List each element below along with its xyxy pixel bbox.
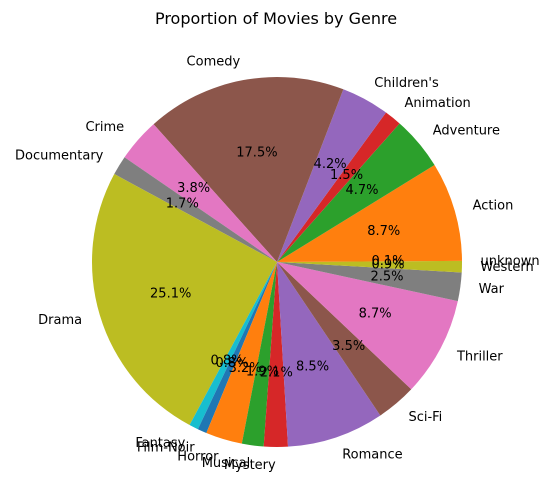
slice-sci-fi — [277, 262, 412, 416]
slice-adventure — [277, 123, 435, 262]
label-comedy: Comedy — [187, 54, 241, 69]
label-documentary: Documentary — [15, 148, 104, 163]
label-sci-fi: Sci-Fi — [408, 410, 442, 425]
pct-thriller: 8.7% — [359, 306, 392, 321]
slice-comedy — [153, 77, 344, 262]
slice-action — [277, 165, 462, 262]
label-action: Action — [473, 198, 514, 213]
slice-musical — [241, 262, 277, 447]
pct-film-noir: 0.8% — [216, 356, 249, 371]
pct-drama: 25.1% — [150, 286, 191, 301]
slice-mystery — [263, 262, 289, 447]
label-children-s: Children's — [374, 76, 439, 91]
label-war: War — [479, 282, 505, 297]
pct-animation: 1.5% — [330, 168, 363, 183]
pct-mystery: 2.1% — [260, 366, 293, 381]
pct-fantasy: 0.8% — [210, 354, 243, 369]
slice-thriller — [277, 262, 458, 390]
pct-documentary: 1.7% — [166, 197, 199, 212]
label-unknown: unknown — [481, 254, 540, 269]
slice-children-s — [277, 89, 387, 262]
pct-children-s: 4.2% — [314, 157, 347, 172]
label-crime: Crime — [85, 120, 124, 135]
slice-western — [277, 262, 463, 273]
label-fantasy: Fantasy — [135, 436, 185, 451]
pct-adventure: 4.7% — [345, 183, 378, 198]
label-romance: Romance — [342, 447, 402, 462]
label-mystery: Mystery — [224, 458, 276, 473]
pct-comedy: 17.5% — [236, 145, 277, 160]
pct-sci-fi: 3.5% — [332, 339, 365, 354]
pct-war: 2.5% — [370, 269, 403, 284]
pct-crime: 3.8% — [177, 181, 210, 196]
pct-western: 0.9% — [371, 258, 404, 273]
slice-documentary — [114, 157, 278, 262]
pct-musical: 1.9% — [246, 365, 279, 380]
pct-unknown: 0.1% — [371, 254, 404, 269]
slice-film-noir — [197, 262, 277, 433]
chart-title: Proportion of Movies by Genre — [155, 9, 397, 28]
label-adventure: Adventure — [433, 124, 500, 139]
label-animation: Animation — [405, 96, 471, 111]
label-drama: Drama — [38, 313, 82, 328]
label-thriller: Thriller — [456, 350, 503, 365]
slice-romance — [277, 262, 381, 447]
pie-slices — [92, 77, 463, 447]
slice-crime — [124, 124, 278, 263]
slice-drama — [92, 174, 277, 426]
slice-animation — [277, 112, 400, 262]
label-musical: Musical — [202, 456, 251, 471]
label-horror: Horror — [177, 449, 219, 464]
slice-fantasy — [189, 262, 277, 430]
label-western: Western — [480, 260, 533, 275]
slice-horror — [206, 262, 277, 444]
pct-horror: 3.2% — [229, 361, 262, 376]
genre-labels: unknown Action Adventure Animation Children'… — [15, 54, 540, 473]
slice-unknown — [277, 260, 463, 262]
slice-war — [277, 262, 462, 302]
pct-action: 8.7% — [367, 224, 400, 239]
label-film-noir: Film-Noir — [137, 441, 195, 456]
percentage-labels: 0.1% 8.7% 4.7%1.5%4.2% 17.5% 3.8%1.7% 25.1% 0.… — [150, 145, 404, 380]
pct-romance: 8.5% — [296, 360, 329, 375]
